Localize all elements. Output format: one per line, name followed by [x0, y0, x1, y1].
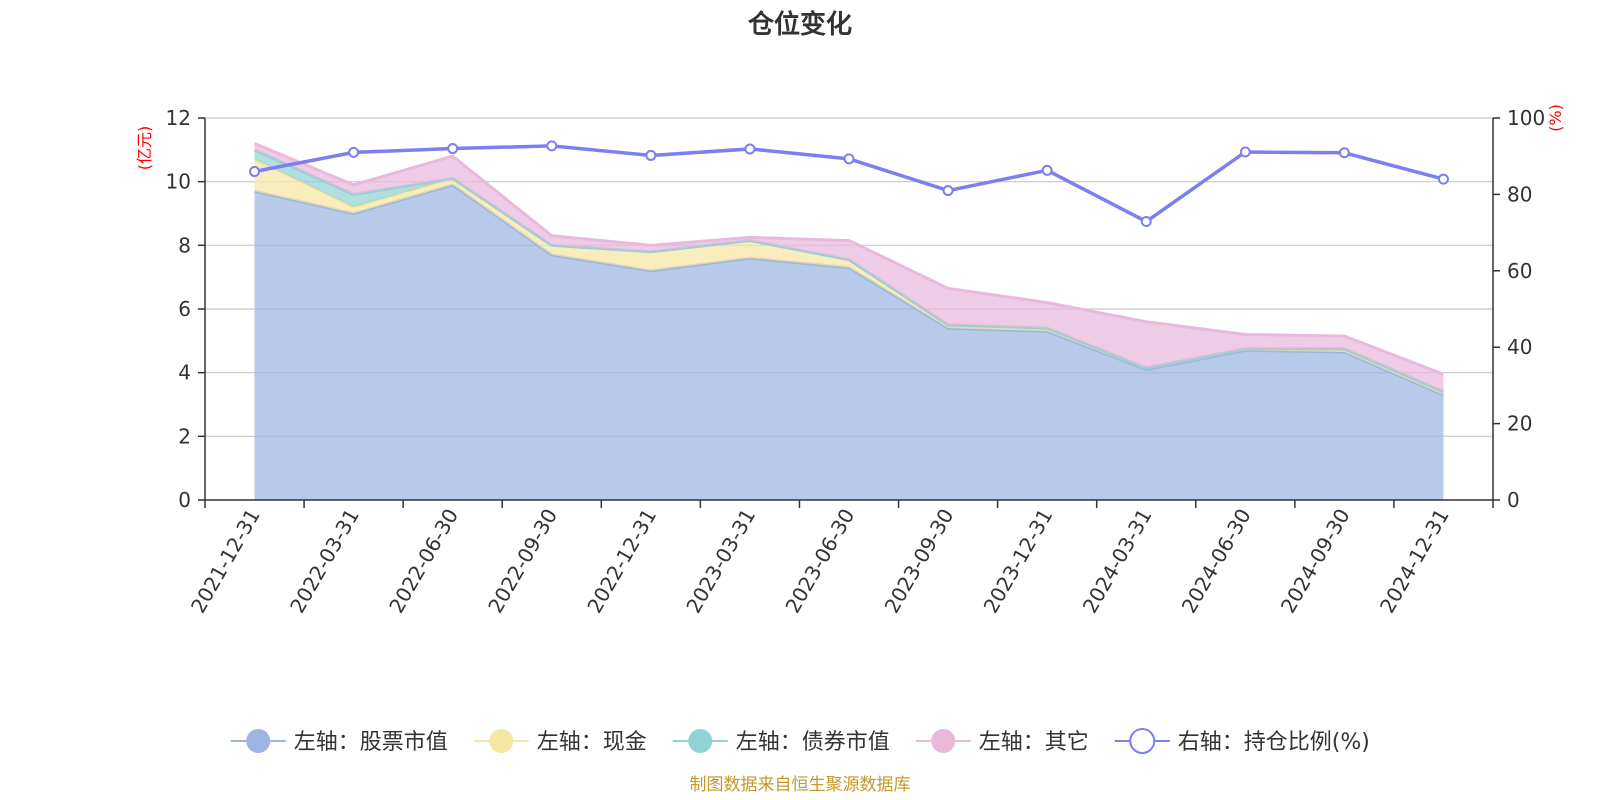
x-tick-label: 2023-03-31 [681, 505, 760, 618]
x-tick-label: 2022-03-31 [285, 505, 364, 618]
legend-label: 左轴：股票市值 [294, 730, 448, 755]
ratio-point [249, 165, 261, 177]
legend-label: 右轴：持仓比例(%) [1178, 730, 1370, 755]
legend-marker-icon [1129, 728, 1156, 754]
legend-item-cash: 左轴：现金 [473, 729, 647, 755]
legend: 左轴：股票市值 左轴：现金 左轴：债券市值 左轴：其它 右轴：持仓比例(%) [230, 728, 1370, 755]
legend-item-ratio: 右轴：持仓比例(%) [1114, 728, 1370, 755]
left-tick-label: 12 [166, 106, 191, 130]
x-tick-label: 2023-12-31 [979, 505, 1058, 618]
ratio-point [942, 185, 954, 197]
left-tick-label: 0 [178, 488, 191, 512]
area-stock [254, 184, 1444, 500]
ratio-point [1239, 146, 1251, 158]
ratio-point [1437, 173, 1449, 185]
area-edge-other [253, 142, 1444, 376]
ratio-point [1338, 147, 1350, 159]
x-tick-label: 2024-09-30 [1276, 505, 1355, 618]
right-tick-label: 0 [1507, 488, 1520, 512]
left-tick-label: 4 [178, 361, 191, 385]
ratio-point [348, 146, 360, 158]
ratio-point [546, 140, 558, 152]
legend-marker-icon [246, 729, 271, 753]
legend-label: 左轴：债券市值 [736, 730, 890, 755]
left-tick-label: 6 [178, 297, 191, 321]
left-axis-unit: (亿元) [135, 126, 154, 171]
x-tick-label: 2023-06-30 [780, 505, 859, 618]
ratio-point [843, 153, 855, 165]
right-tick-label: 100 [1507, 106, 1545, 130]
right-axis-unit: (%) [1546, 104, 1565, 132]
left-tick-label: 2 [178, 424, 191, 448]
ratio-point [1140, 216, 1152, 228]
right-tick-label: 40 [1507, 335, 1532, 359]
legend-label: 左轴：现金 [537, 730, 647, 755]
ratio-point [744, 143, 756, 155]
ratio-point [447, 143, 459, 155]
x-tick-label: 2024-12-31 [1375, 505, 1454, 618]
area-other [254, 143, 1444, 392]
source-note: 制图数据来自恒生聚源数据库 [690, 775, 911, 795]
right-tick-label: 60 [1507, 259, 1532, 283]
right-tick-label: 80 [1507, 182, 1532, 206]
x-tick-label: 2022-12-31 [582, 505, 661, 618]
left-tick-label: 10 [166, 170, 191, 194]
x-tick-label: 2023-09-30 [880, 505, 959, 618]
x-tick-label: 2021-12-31 [186, 505, 265, 618]
legend-item-stock: 左轴：股票市值 [230, 729, 448, 755]
ratio-line-layer [249, 140, 1449, 228]
ratio-point [1041, 164, 1053, 176]
x-tick-label: 2024-03-31 [1078, 505, 1157, 618]
x-tick-label: 2024-06-30 [1177, 505, 1256, 618]
right-tick-label: 20 [1507, 412, 1532, 436]
left-tick-label: 8 [178, 233, 191, 257]
x-tick-label: 2022-09-30 [483, 505, 562, 618]
x-tick-label: 2022-06-30 [384, 505, 463, 618]
chart-title: 仓位变化 [747, 9, 852, 40]
legend-marker-icon [688, 729, 713, 753]
legend-marker-icon [931, 729, 956, 753]
ratio-point [645, 149, 657, 161]
legend-marker-icon [489, 729, 514, 753]
legend-item-bond: 左轴：债券市值 [672, 729, 890, 755]
legend-item-other: 左轴：其它 [915, 729, 1089, 755]
legend-label: 左轴：其它 [979, 730, 1089, 755]
stacked-areas [253, 142, 1445, 500]
